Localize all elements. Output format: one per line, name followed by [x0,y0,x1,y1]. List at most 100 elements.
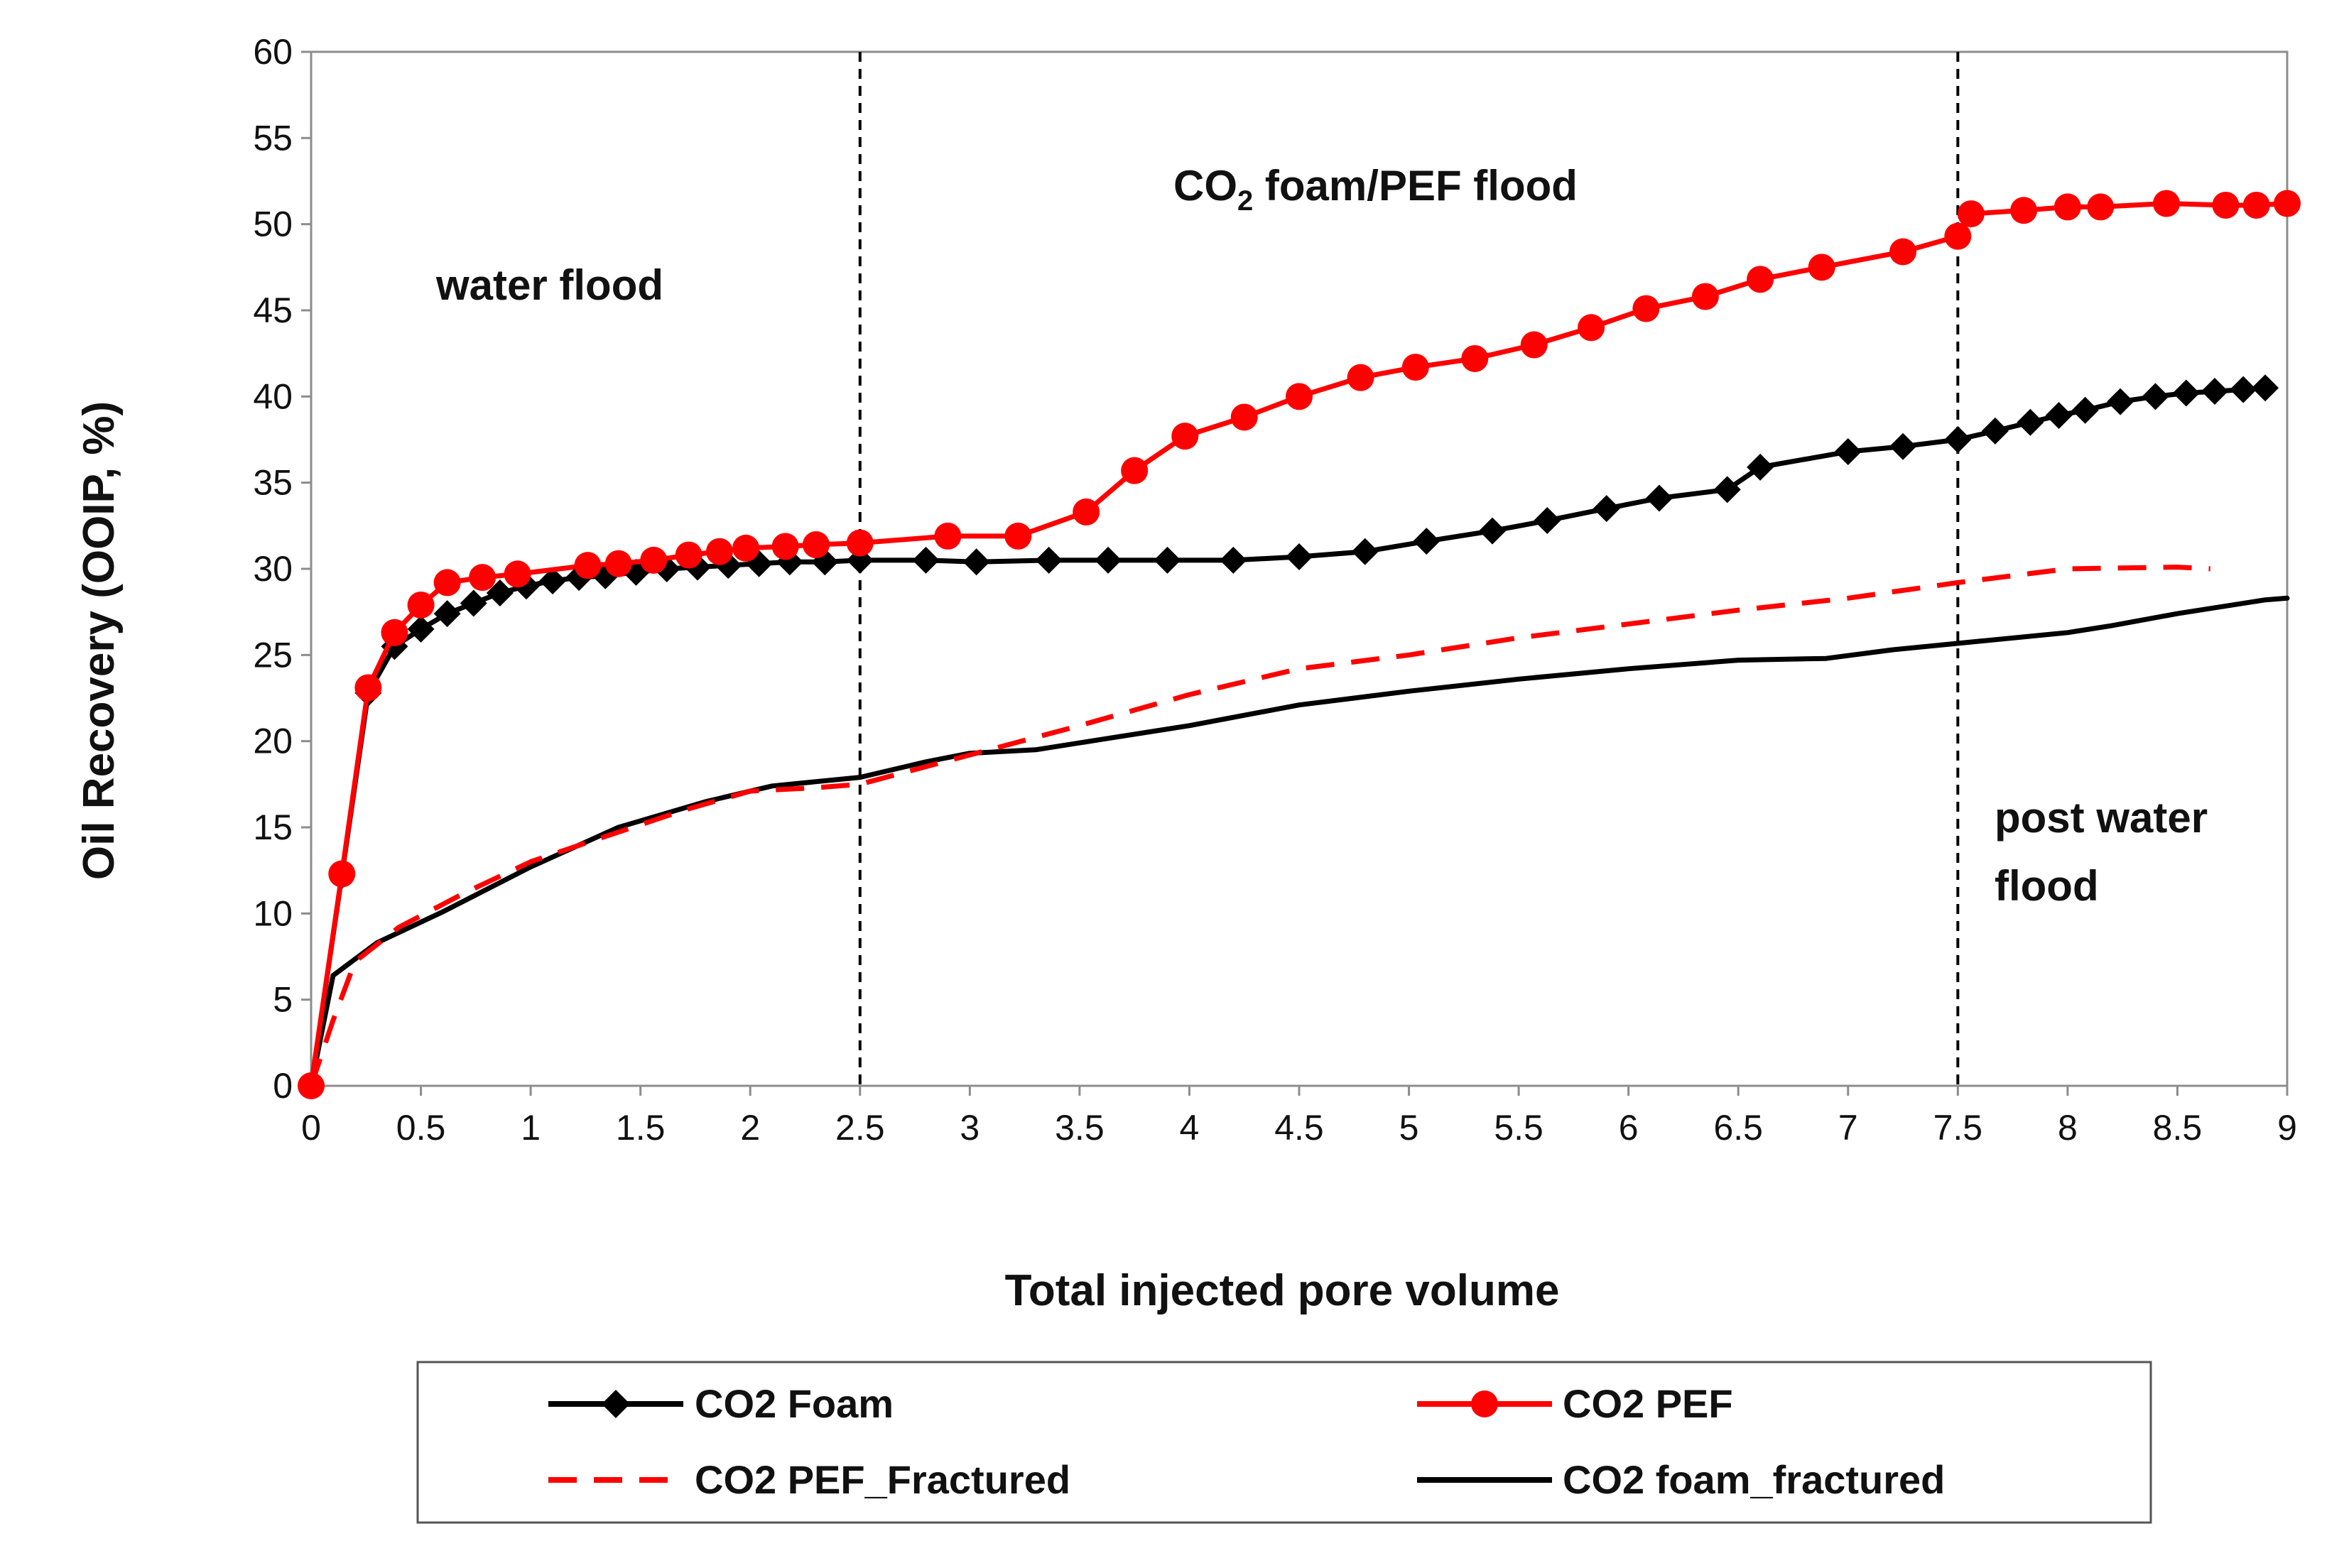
data-point [1286,383,1313,410]
series-co2-pef-fractured [308,565,2210,1087]
x-tick-label: 7 [1838,1108,1858,1148]
data-point [2152,190,2180,217]
data-point [1035,546,1063,574]
data-point [2087,193,2115,221]
legend-marker-co2-pef [1471,1390,1498,1417]
data-point [1286,543,1313,571]
data-point [1957,200,1985,228]
data-point [504,560,531,588]
data-point [1401,354,1429,381]
data-point [2045,402,2073,430]
data-point [1351,538,1379,565]
x-tick-label: 6 [1619,1108,1639,1148]
data-point [2172,379,2200,407]
data-point [1461,344,1489,372]
x-tick-label: 0.5 [396,1108,446,1148]
data-point [2107,388,2134,415]
y-tick-label: 30 [253,549,293,589]
data-point [1347,364,1374,391]
data-point [574,552,602,579]
legend-label-co2-pef: CO2 PEF [1563,1381,1733,1426]
data-point [328,860,356,888]
data-point [705,538,733,565]
data-point [1220,546,1247,574]
x-tick-label: 7.5 [1933,1108,1983,1148]
data-point [433,600,461,628]
legend-label-co2-pef-fractured: CO2 PEF_Fractured [695,1457,1070,1502]
data-point [802,531,830,559]
data-point [1171,423,1199,450]
legend: CO2 Foam CO2 PEF CO2 PEF_Fractured CO2 f… [416,1361,2152,1524]
data-point [1889,432,1917,460]
data-point [2010,197,2038,224]
data-point [1592,495,1620,523]
y-tick-label: 0 [273,1066,293,1106]
legend-entry-co2-foam: CO2 Foam [548,1381,894,1426]
data-point [1691,283,1719,310]
data-point [407,615,435,643]
data-point [2071,396,2099,424]
x-tick-label: 4.5 [1274,1108,1324,1148]
data-point [934,522,962,550]
data-point [1534,507,1561,535]
series-line-co2-pef-fractured [308,565,2210,1087]
data-point [381,619,408,646]
data-point [2053,193,2081,221]
data-point [846,529,874,557]
y-tick-label: 20 [253,722,293,761]
data-point [1520,331,1548,359]
data-point [354,674,382,702]
x-tick-label: 2 [740,1108,760,1148]
y-tick-label: 35 [253,463,293,503]
y-tick-label: 10 [253,893,293,933]
data-point [298,1072,325,1099]
y-tick-label: 50 [253,205,293,244]
x-tick-label: 3.5 [1055,1108,1105,1148]
data-point [771,533,799,560]
x-tick-label: 1.5 [616,1108,666,1148]
data-point [1834,437,1862,465]
data-point [1645,484,1673,512]
x-tick-label: 6.5 [1713,1108,1763,1148]
data-point [1154,546,1181,574]
data-point [539,567,567,594]
data-point [2252,374,2279,402]
data-point [640,546,668,574]
y-tick-label: 45 [253,290,293,330]
data-point [962,548,990,576]
data-point [407,591,435,619]
data-point [1632,295,1660,322]
y-tick-label: 55 [253,118,293,158]
data-point [1479,517,1507,545]
data-point [1095,546,1122,574]
series-co2-foam-fractured [308,595,2290,1089]
annotation-post-water: post water [1995,794,2208,842]
x-tick-label: 8 [2058,1108,2078,1148]
data-point [1121,457,1149,484]
x-tick-label: 1 [521,1108,541,1148]
x-tick-label: 2.5 [835,1108,885,1148]
legend-box [416,1361,2152,1524]
annotation-post-flood: flood [1995,862,2099,910]
y-tick-label: 5 [273,980,293,1020]
y-tick-label: 40 [253,376,293,416]
legend-entry-co2-foam-fractured: CO2 foam_fractured [1417,1457,1945,1502]
data-point [460,589,487,617]
legend-entry-co2-pef-fractured: CO2 PEF_Fractured [548,1457,1070,1502]
data-point [1747,266,1774,293]
y-tick-label: 15 [253,807,293,847]
x-tick-label: 5.5 [1494,1108,1543,1148]
series-line-co2-pef [308,201,2290,1089]
legend-label-co2-foam: CO2 Foam [695,1381,894,1426]
data-point [1073,498,1100,526]
data-point [433,569,461,597]
legend-label-co2-foam-fractured: CO2 foam_fractured [1563,1457,1945,1502]
x-tick-label: 9 [2277,1108,2297,1148]
legend-marker-co2-foam [602,1390,630,1418]
data-point [2017,408,2044,436]
data-point [1944,426,1972,453]
data-point [2230,376,2257,403]
y-tick-label: 60 [253,32,293,72]
data-point [2242,191,2270,219]
data-point [2142,383,2169,410]
